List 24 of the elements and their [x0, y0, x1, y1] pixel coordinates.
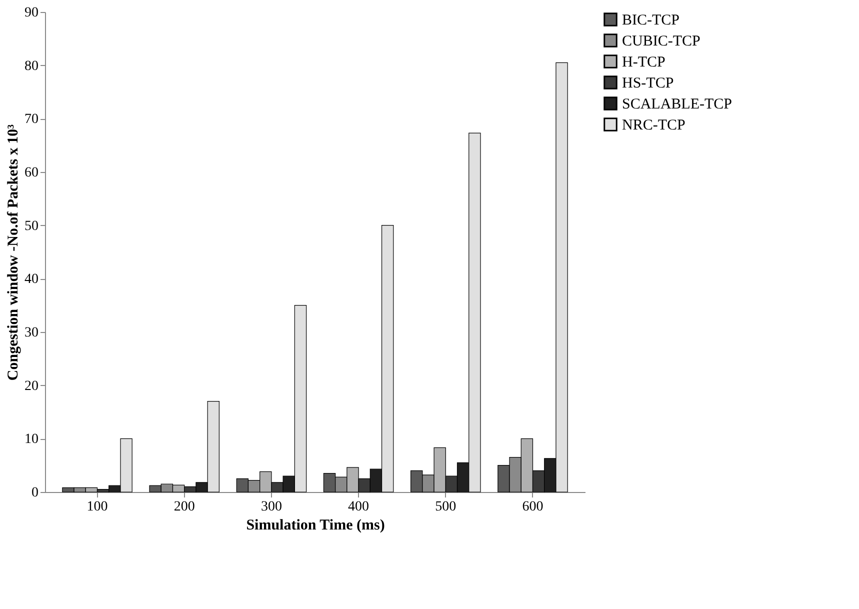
x-tick-label: 400 [348, 500, 370, 514]
legend-label: BIC-TCP [622, 12, 680, 28]
legend-label: CUBIC-TCP [622, 34, 700, 50]
y-axis-title: Congestion window -No.of Packets x 10³ [6, 124, 22, 381]
x-tick-label: 200 [174, 500, 195, 514]
x-tick-label: 500 [435, 500, 456, 514]
x-tick-label: 300 [260, 500, 282, 514]
legend-label: NRC-TCP [622, 118, 686, 134]
legend-label: HS-TCP [622, 76, 674, 92]
y-tick-label: 40 [24, 272, 38, 288]
x-axis-title: Simulation Time (ms) [246, 518, 385, 534]
y-tick-label: 90 [24, 6, 38, 20]
y-tick-label: 30 [24, 326, 38, 340]
y-tick-label: 50 [24, 218, 38, 234]
y-tick-label: 70 [24, 112, 38, 128]
y-tick-label: 20 [24, 378, 38, 394]
y-tick-label: 80 [24, 58, 38, 74]
y-tick-label: 0 [32, 486, 38, 500]
legend-label: SCALABLE-TCP [622, 96, 732, 112]
y-tick-label: 10 [24, 432, 38, 448]
legend-label: H-TCP [622, 54, 666, 70]
y-tick-label: 60 [24, 166, 38, 180]
x-tick-label: 100 [86, 500, 108, 514]
x-tick-label: 600 [522, 500, 544, 514]
